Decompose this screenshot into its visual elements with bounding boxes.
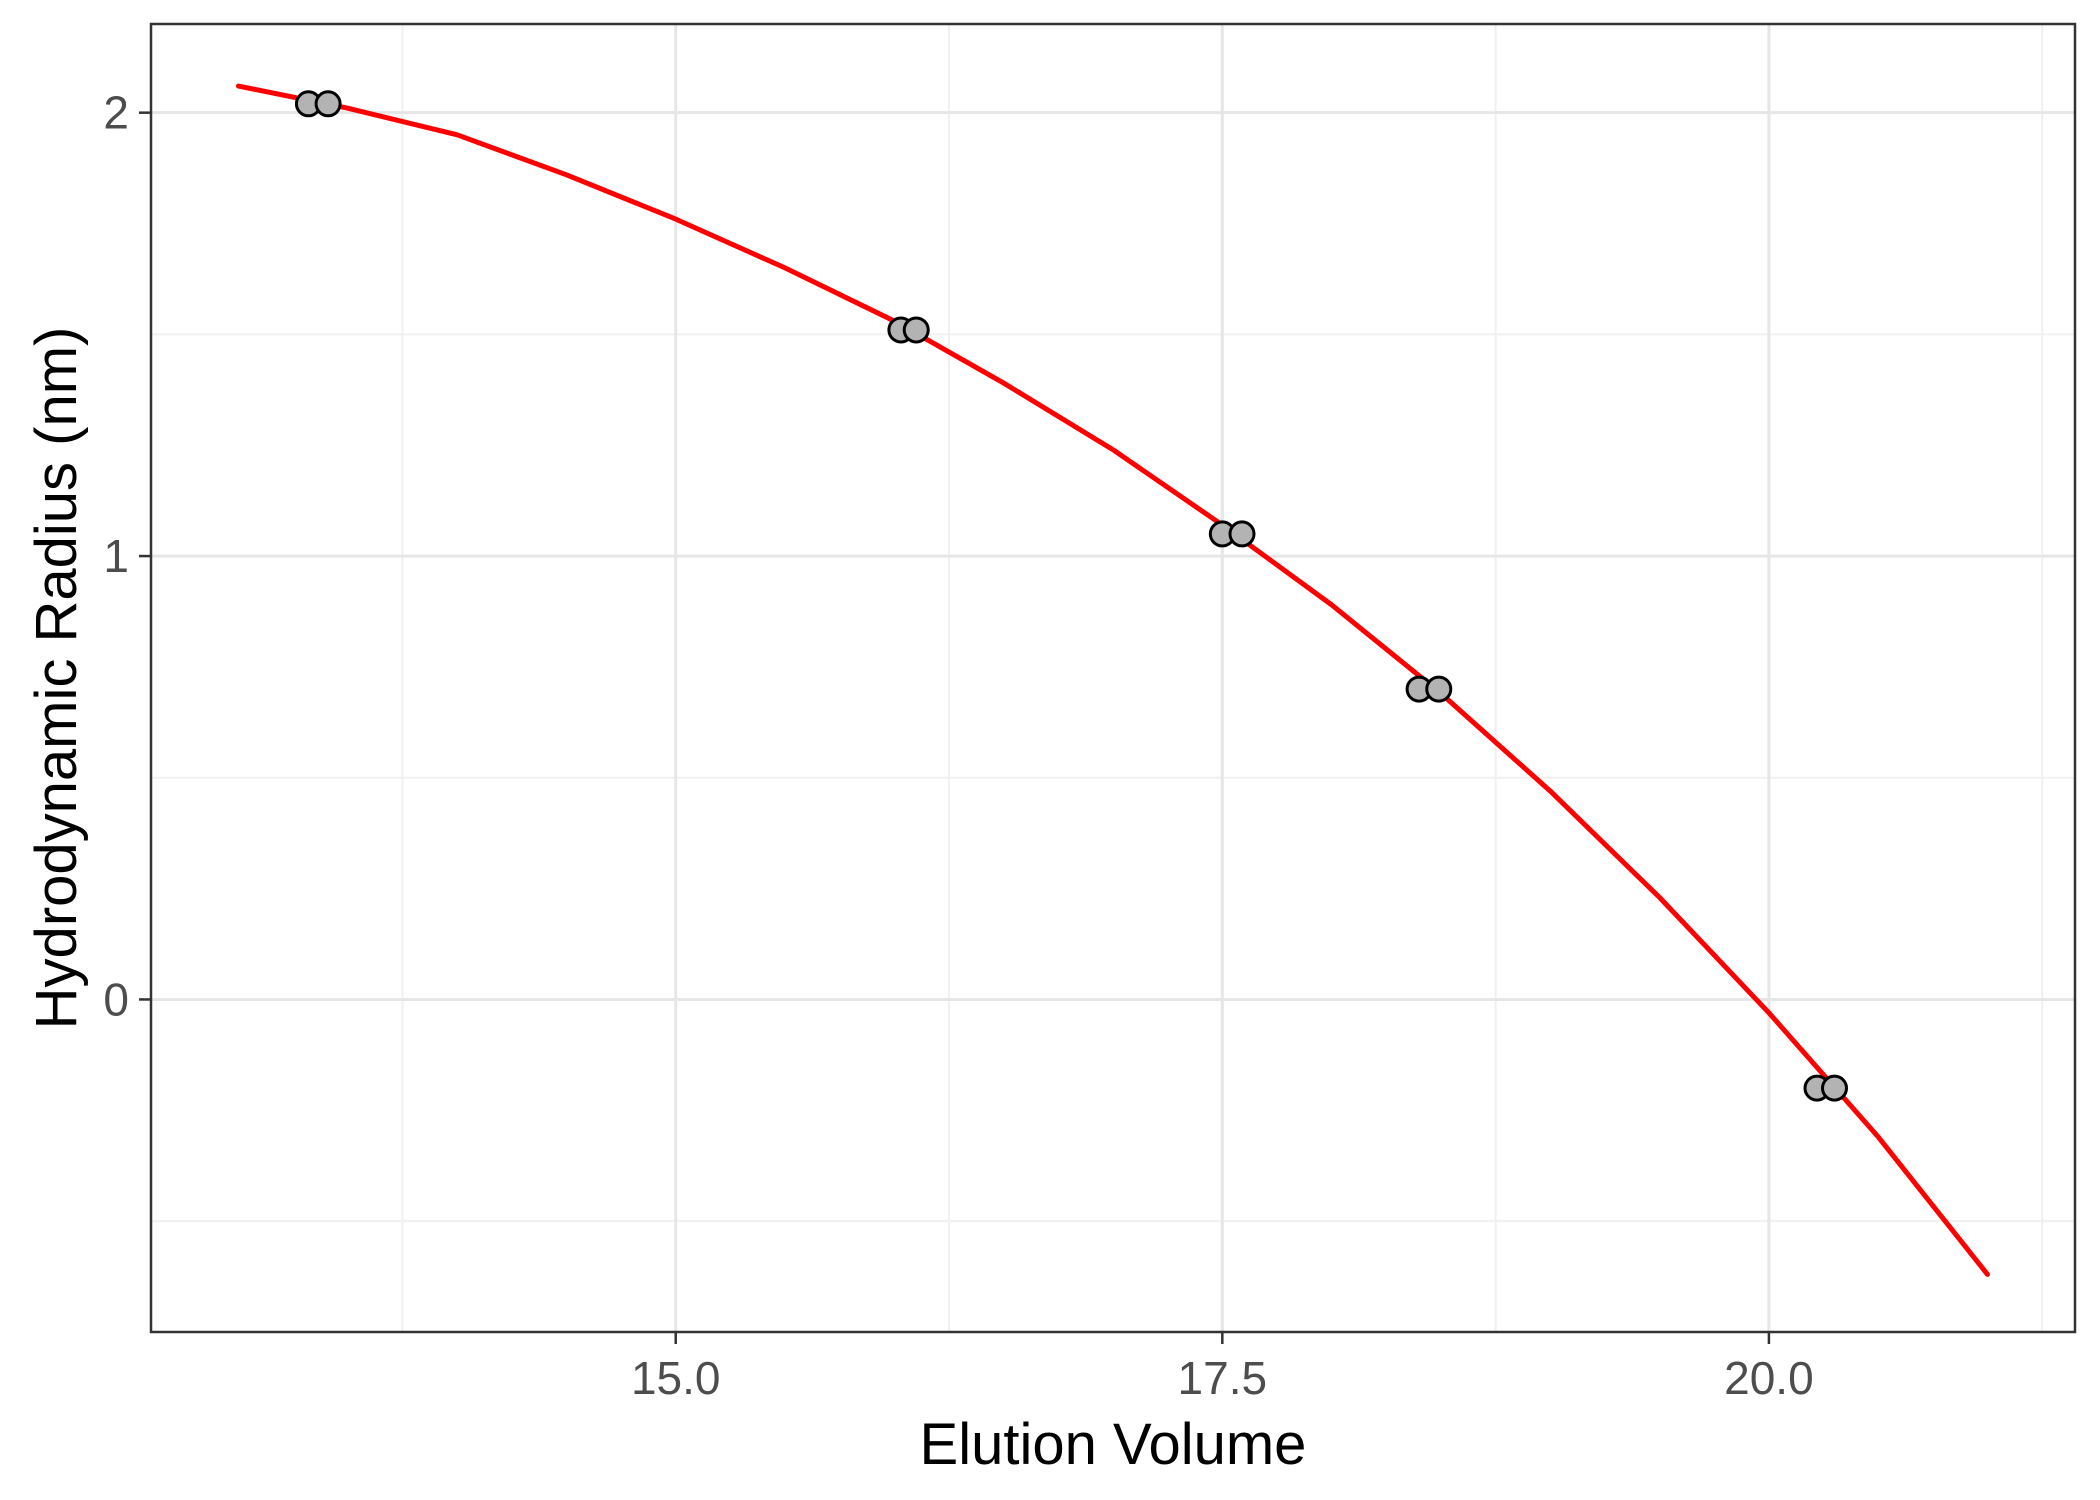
x-tick-label: 17.5 xyxy=(1178,1352,1268,1404)
data-point xyxy=(902,316,930,344)
data-points-layer xyxy=(294,90,1848,1102)
fit-curve xyxy=(236,83,1990,1277)
plot-border xyxy=(149,22,2077,1334)
x-tick-label: 15.0 xyxy=(631,1352,721,1404)
data-point xyxy=(1821,1074,1848,1102)
y-tick-label: 1 xyxy=(103,530,129,582)
fit-curve-layer xyxy=(236,83,1990,1277)
data-point xyxy=(1228,520,1256,548)
y-tick-label: 0 xyxy=(103,973,129,1025)
minor-grid xyxy=(151,24,2075,1332)
y-tick-label: 2 xyxy=(103,87,129,139)
data-point xyxy=(1425,675,1453,703)
y-axis-title: Hydrodynamic Radius (nm) xyxy=(24,327,89,1030)
x-axis: 15.0 17.5 20.0 xyxy=(631,1332,1814,1404)
data-point xyxy=(314,90,342,118)
y-axis: 0 1 2 xyxy=(103,87,151,1025)
plot-panel xyxy=(151,24,2075,1332)
x-tick-label: 20.0 xyxy=(1724,1352,1814,1404)
x-axis-title: Elution Volume xyxy=(920,1412,1307,1477)
